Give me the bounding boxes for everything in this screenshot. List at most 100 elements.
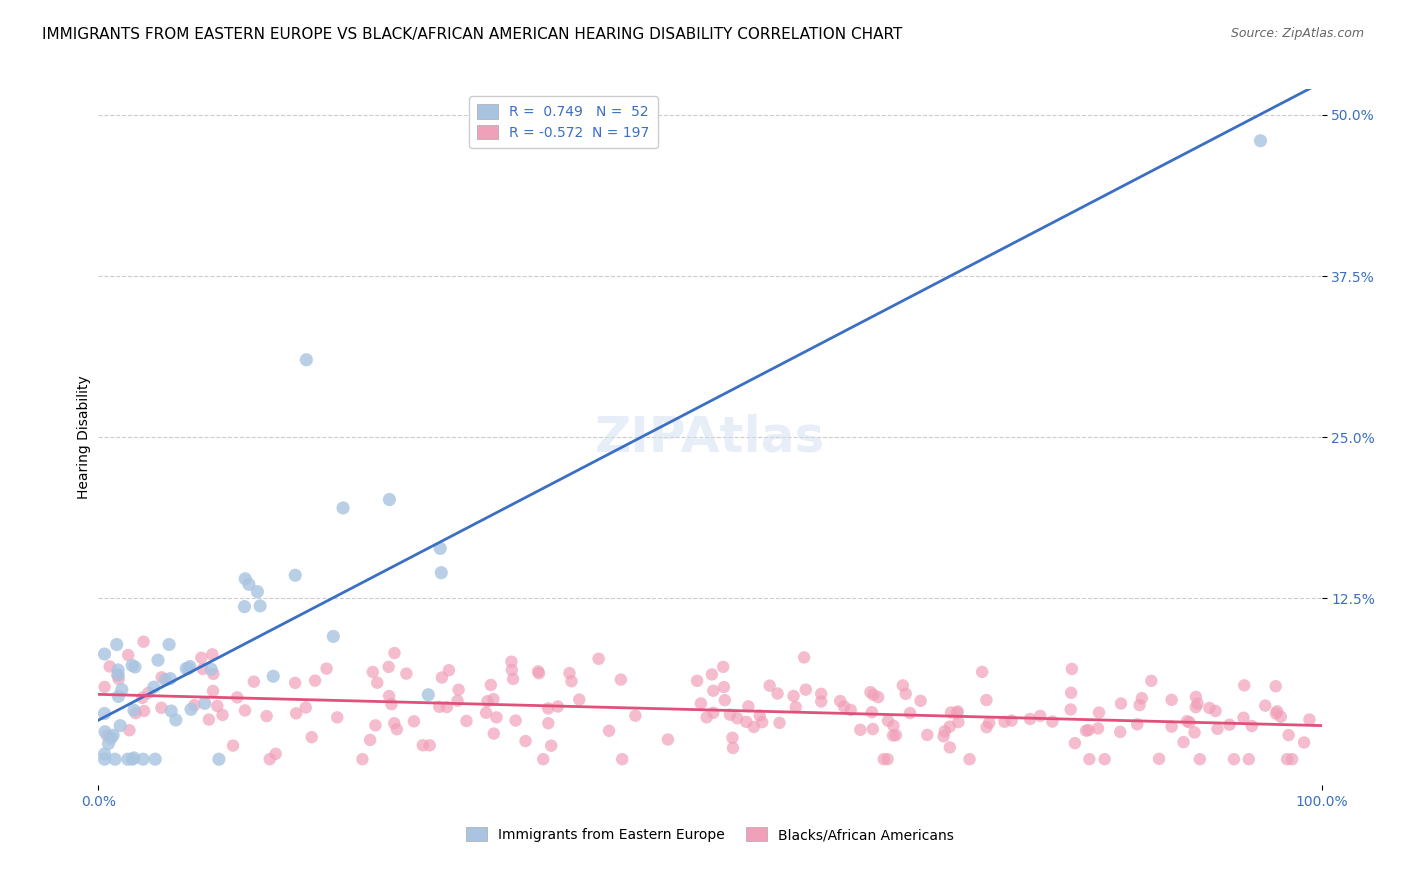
Point [377,660,399,674]
Point [256,709,278,723]
Point [1278,728,1301,742]
Point [118,723,141,738]
Point [1185,690,1208,704]
Point [793,650,815,665]
Point [382,716,405,731]
Point [686,673,709,688]
Point [766,686,789,700]
Point [1178,715,1201,730]
Point [948,714,970,729]
Point [1078,752,1101,766]
Point [742,720,765,734]
Point [100,731,122,745]
Point [624,708,647,723]
Point [725,711,748,725]
Point [201,648,224,662]
Point [361,665,384,679]
Point [479,678,502,692]
Point [107,668,129,682]
Point [105,668,128,682]
Point [873,752,896,766]
Point [482,692,505,706]
Point [832,699,855,714]
Point [262,669,284,683]
Point [378,689,401,703]
Point [979,715,1001,730]
Point [1130,691,1153,706]
Point [402,714,425,729]
Point [884,728,907,742]
Point [121,658,143,673]
Point [939,706,962,720]
Point [700,667,723,681]
Point [502,672,524,686]
Point [972,665,994,679]
Point [107,690,129,704]
Point [101,728,124,742]
Point [124,660,146,674]
Point [194,696,217,710]
Point [419,739,441,753]
Point [1249,134,1271,148]
Point [174,661,197,675]
Point [560,674,582,689]
Point [165,713,187,727]
Point [482,726,505,740]
Point [939,740,962,755]
Point [429,541,451,556]
Point [475,706,498,720]
Point [385,723,408,737]
Point [146,653,169,667]
Point [446,694,468,708]
Point [1087,722,1109,736]
Point [882,729,904,743]
Point [132,752,155,766]
Point [938,720,960,734]
Point [364,718,387,732]
Point [201,684,224,698]
Point [485,710,508,724]
Point [1175,714,1198,729]
Point [233,572,256,586]
Point [94,724,117,739]
Point [207,698,229,713]
Point [246,584,269,599]
Point [1281,752,1303,766]
Point [1019,712,1042,726]
Point [284,568,307,582]
Point [304,673,326,688]
Point [97,737,120,751]
Point [104,752,127,766]
Point [157,638,180,652]
Point [1237,752,1260,766]
Point [540,739,562,753]
Point [1206,722,1229,736]
Text: Source: ZipAtlas.com: Source: ZipAtlas.com [1230,27,1364,40]
Point [110,719,132,733]
Point [150,670,173,684]
Point [876,752,898,766]
Point [702,683,724,698]
Point [436,700,458,714]
Point [295,352,318,367]
Point [191,662,214,676]
Point [200,662,222,676]
Point [1109,697,1132,711]
Point [610,673,633,687]
Point [378,492,401,507]
Point [718,707,741,722]
Point [332,500,354,515]
Point [352,752,374,766]
Point [785,700,807,714]
Point [735,714,758,729]
Point [98,659,121,673]
Point [93,647,115,661]
Point [1254,698,1277,713]
Point [1205,704,1227,718]
Point [437,663,460,677]
Point [711,660,734,674]
Point [1294,735,1316,749]
Point [418,688,440,702]
Point [366,675,388,690]
Point [689,697,711,711]
